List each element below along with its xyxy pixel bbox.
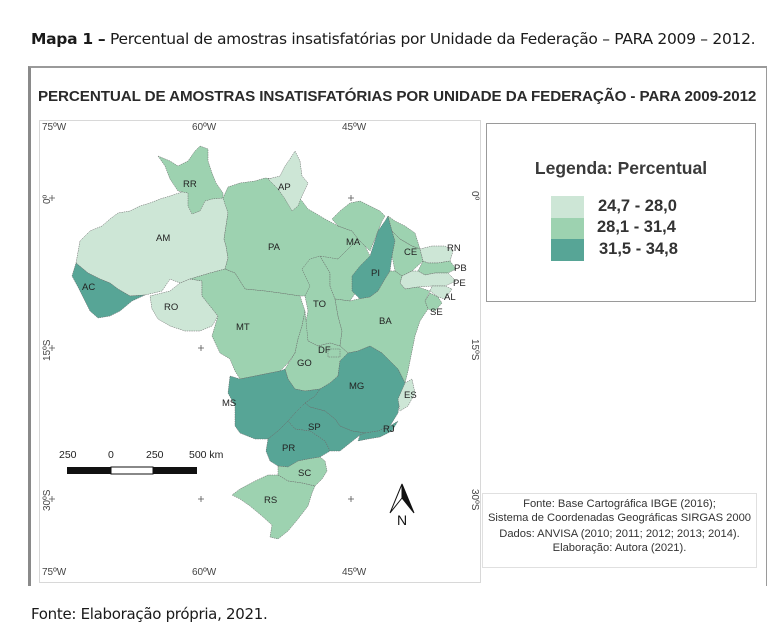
legend-label-low: 24,7 - 28,0 xyxy=(598,197,677,215)
scale-label-250-left: 250 xyxy=(59,449,77,461)
svg-text:CE: CE xyxy=(404,247,417,258)
svg-text:AM: AM xyxy=(156,233,170,244)
state-ES xyxy=(397,378,416,412)
svg-text:RO: RO xyxy=(164,302,178,313)
svg-text:RN: RN xyxy=(447,243,461,254)
svg-text:RS: RS xyxy=(264,495,277,506)
state-PR xyxy=(265,420,331,468)
svg-text:PI: PI xyxy=(371,268,380,279)
legend-swatch-mid xyxy=(551,217,584,239)
scale-label-250-right: 250 xyxy=(146,449,164,461)
svg-text:RR: RR xyxy=(183,179,197,190)
scale-label-500km: 500 km xyxy=(189,449,224,461)
credits-box: Fonte: Base Cartográfica IBGE (2016); Si… xyxy=(482,493,757,568)
svg-text:MA: MA xyxy=(346,237,361,248)
svg-text:ES: ES xyxy=(404,390,417,401)
map-area: 75ºW 60ºW 45ºW 75ºW 60ºW 45ºW 0º 15ºS 30… xyxy=(39,120,481,583)
svg-text:TO: TO xyxy=(313,299,326,310)
svg-text:RJ: RJ xyxy=(383,424,395,435)
state-MS xyxy=(227,368,321,440)
state-AP xyxy=(267,150,309,212)
svg-text:AL: AL xyxy=(444,292,456,303)
legend-swatch-low xyxy=(551,196,584,218)
north-arrow-icon xyxy=(389,483,415,514)
svg-text:MG: MG xyxy=(349,381,364,392)
credit-data: Dados: ANVISA (2010; 2011; 2012; 2013; 2… xyxy=(499,528,740,540)
svg-text:PA: PA xyxy=(268,242,281,253)
svg-text:SP: SP xyxy=(308,422,321,433)
figure-caption: Mapa 1 – Percentual de amostras insatisf… xyxy=(31,30,756,48)
svg-text:SE: SE xyxy=(430,307,443,318)
state-MT xyxy=(189,268,306,380)
state-RR xyxy=(157,145,224,215)
svg-text:GO: GO xyxy=(297,358,312,369)
state-MG xyxy=(304,345,406,434)
svg-text:PB: PB xyxy=(454,263,467,274)
graticule-crosses xyxy=(49,195,354,502)
state-DF xyxy=(327,348,341,358)
svg-text:AC: AC xyxy=(82,282,95,293)
svg-text:AP: AP xyxy=(278,182,291,193)
caption-label: Mapa 1 – xyxy=(31,30,106,48)
graticule-top-75w: 75ºW xyxy=(42,122,67,133)
state-RS xyxy=(231,474,316,540)
legend-label-mid: 28,1 - 31,4 xyxy=(597,218,676,236)
svg-text:SC: SC xyxy=(298,468,311,479)
svg-text:BA: BA xyxy=(379,316,392,327)
state-AM xyxy=(75,188,231,297)
state-RJ xyxy=(357,420,399,442)
svg-text:PR: PR xyxy=(282,443,295,454)
graticule-bottom-45w: 45ºW xyxy=(342,567,367,578)
svg-text:MS: MS xyxy=(222,398,236,409)
svg-text:MT: MT xyxy=(236,322,250,333)
state-AL xyxy=(429,285,453,300)
svg-text:DF: DF xyxy=(318,345,331,356)
state-SC xyxy=(277,456,328,487)
credit-crs: Sistema de Coordenadas Geográficas SIRGA… xyxy=(487,511,752,524)
state-RN xyxy=(419,245,454,264)
legend-swatch-high xyxy=(551,239,584,261)
graticule-bottom-75w: 75ºW xyxy=(42,567,67,578)
legend-label-high: 31,5 - 34,8 xyxy=(599,240,678,258)
north-label: N xyxy=(397,512,408,528)
graticule-bottom-60w: 60ºW xyxy=(192,567,217,578)
map-title: PERCENTUAL DE AMOSTRAS INSATISFATÓRIAS P… xyxy=(38,88,757,105)
state-PE xyxy=(399,270,457,290)
legend-box: Legenda: Percentual 24,7 - 28,0 28,1 - 3… xyxy=(486,123,756,302)
credit-source: Fonte: Base Cartográfica IBGE (2016); xyxy=(523,498,716,510)
svg-text:PE: PE xyxy=(453,278,466,289)
caption-text: Percentual de amostras insatisfatórias p… xyxy=(105,30,756,48)
graticule-top-60w: 60ºW xyxy=(192,122,217,133)
graticule-top-45w: 45ºW xyxy=(342,122,367,133)
figure-source: Fonte: Elaboração própria, 2021. xyxy=(31,605,268,623)
legend-title: Legenda: Percentual xyxy=(534,158,708,178)
state-AC xyxy=(71,262,146,319)
credit-author: Elaboração: Autora (2021). xyxy=(552,541,687,554)
scale-bar xyxy=(67,466,197,475)
scale-label-0: 0 xyxy=(108,449,114,461)
